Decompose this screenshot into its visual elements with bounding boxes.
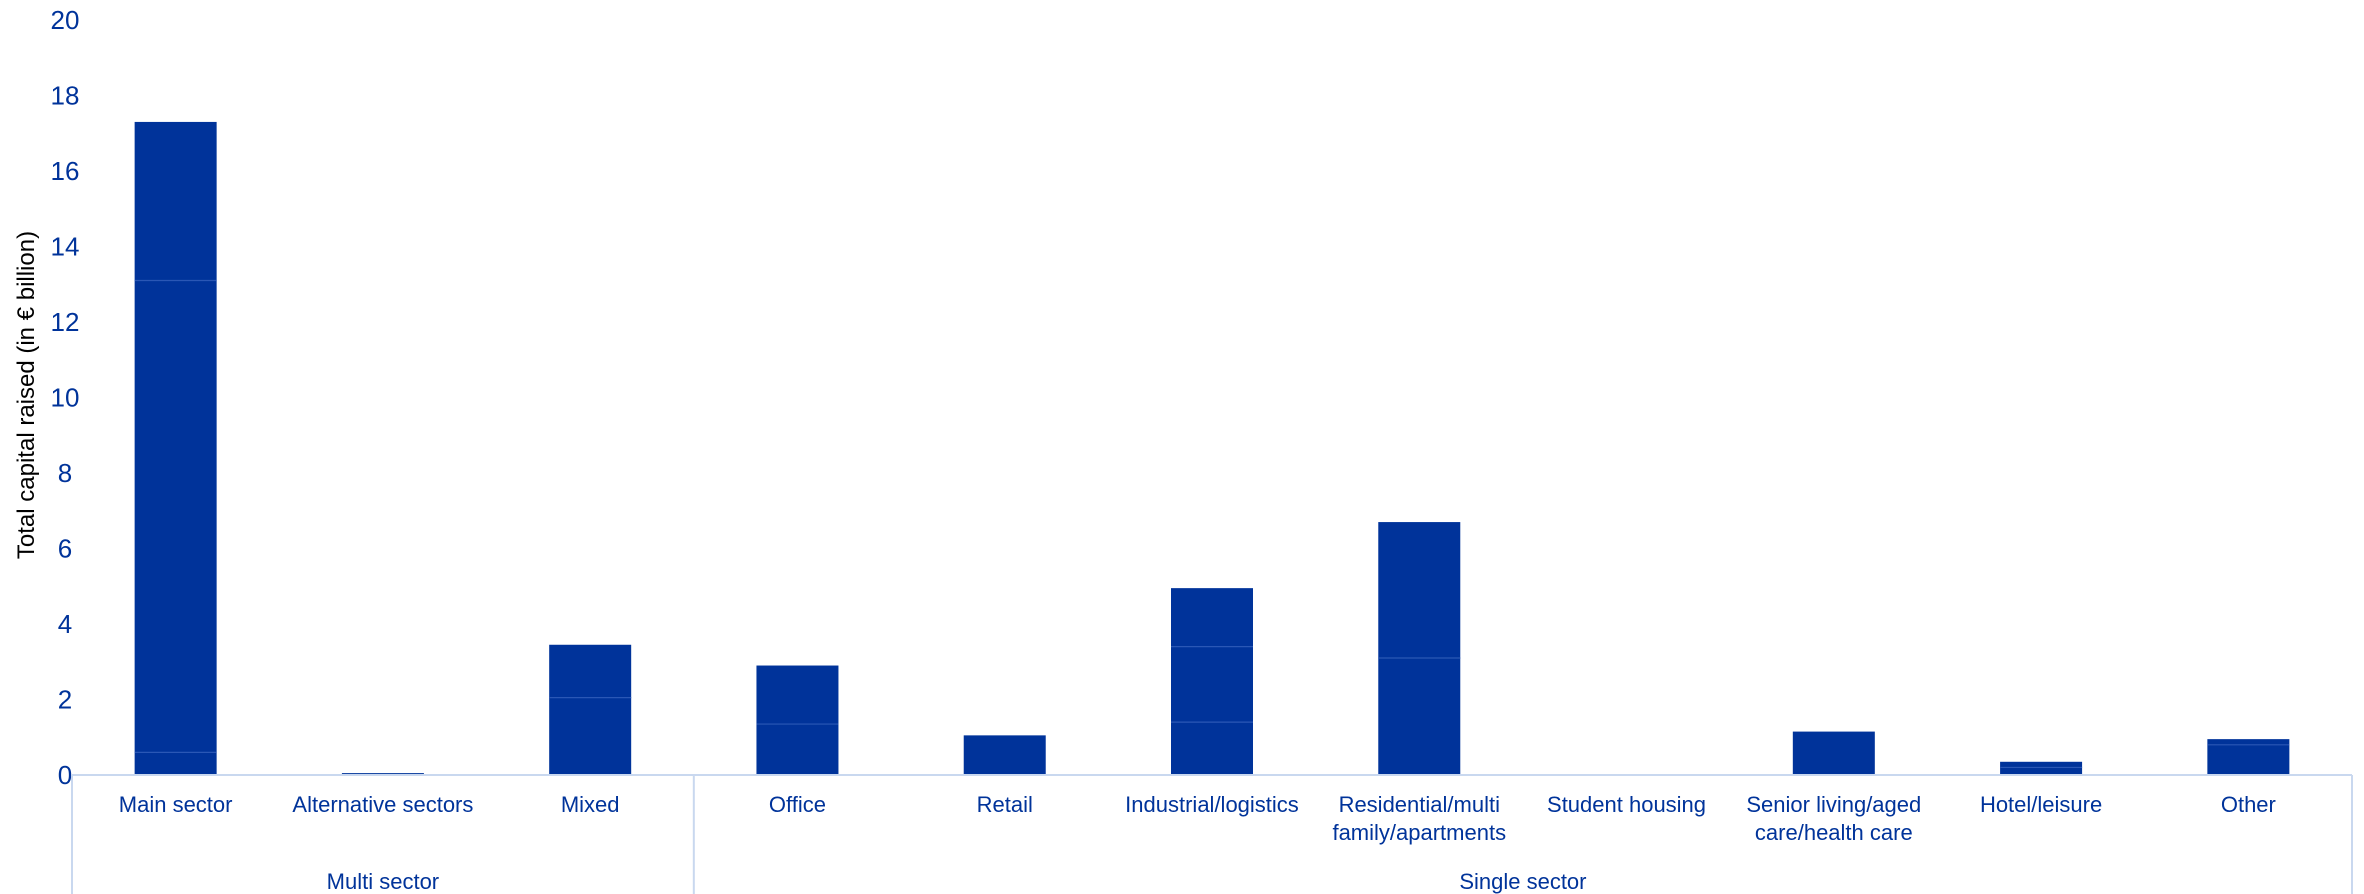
bar-segment xyxy=(2000,767,2083,775)
y-tick-label: 0 xyxy=(58,760,72,790)
y-tick-label: 18 xyxy=(51,81,80,111)
bar-segment xyxy=(549,697,632,775)
bar-segment xyxy=(2207,744,2290,775)
bar-segment xyxy=(756,724,839,775)
bar-segment xyxy=(2000,761,2083,768)
y-axis: 0 2 4 6 8 10 12 14 16 18 20 xyxy=(51,5,80,790)
x-axis: Multi sector Single sector Main sector Alte… xyxy=(71,774,2353,894)
bar-segment xyxy=(134,280,217,753)
bar-segment xyxy=(2207,739,2290,745)
category-label: Senior living/aged xyxy=(1746,792,1921,817)
category-label: Student housing xyxy=(1547,792,1706,817)
category-label: Other xyxy=(2221,792,2276,817)
y-tick-label: 10 xyxy=(51,383,80,413)
y-tick-label: 2 xyxy=(58,685,72,715)
bar-segment xyxy=(963,735,1046,775)
group-label: Multi sector xyxy=(327,869,439,894)
bar-segment xyxy=(756,665,839,725)
bar-segment xyxy=(1171,722,1253,775)
category-label: care/health care xyxy=(1755,820,1913,845)
group-label: Single sector xyxy=(1459,869,1586,894)
category-label: Industrial/logistics xyxy=(1125,792,1299,817)
y-tick-label: 6 xyxy=(58,534,72,564)
bar-segment xyxy=(1792,731,1875,775)
category-label: Alternative sectors xyxy=(292,792,473,817)
bar-segment xyxy=(134,121,217,281)
bar-segment xyxy=(1378,522,1461,658)
y-tick-label: 4 xyxy=(58,609,72,639)
bar-segment xyxy=(1171,588,1253,647)
y-axis-title: Total capital raised (in € billion) xyxy=(13,231,40,559)
category-label: family/apartments xyxy=(1332,820,1506,845)
category-label: Office xyxy=(769,792,826,817)
y-tick-label: 16 xyxy=(51,156,80,186)
category-label: Hotel/leisure xyxy=(1980,792,2102,817)
bar-segment xyxy=(1171,646,1253,723)
bar-segment xyxy=(1378,657,1461,775)
category-label: Mixed xyxy=(561,792,620,817)
y-tick-label: 8 xyxy=(58,458,72,488)
y-tick-label: 20 xyxy=(51,5,80,35)
y-tick-label: 12 xyxy=(51,307,80,337)
category-label: Main sector xyxy=(119,792,233,817)
bar-segment xyxy=(134,752,217,775)
category-label: Residential/multi xyxy=(1339,792,1500,817)
bar-segment xyxy=(549,644,632,698)
category-label: Retail xyxy=(977,792,1033,817)
bars xyxy=(134,121,2290,775)
y-tick-label: 14 xyxy=(51,232,80,262)
